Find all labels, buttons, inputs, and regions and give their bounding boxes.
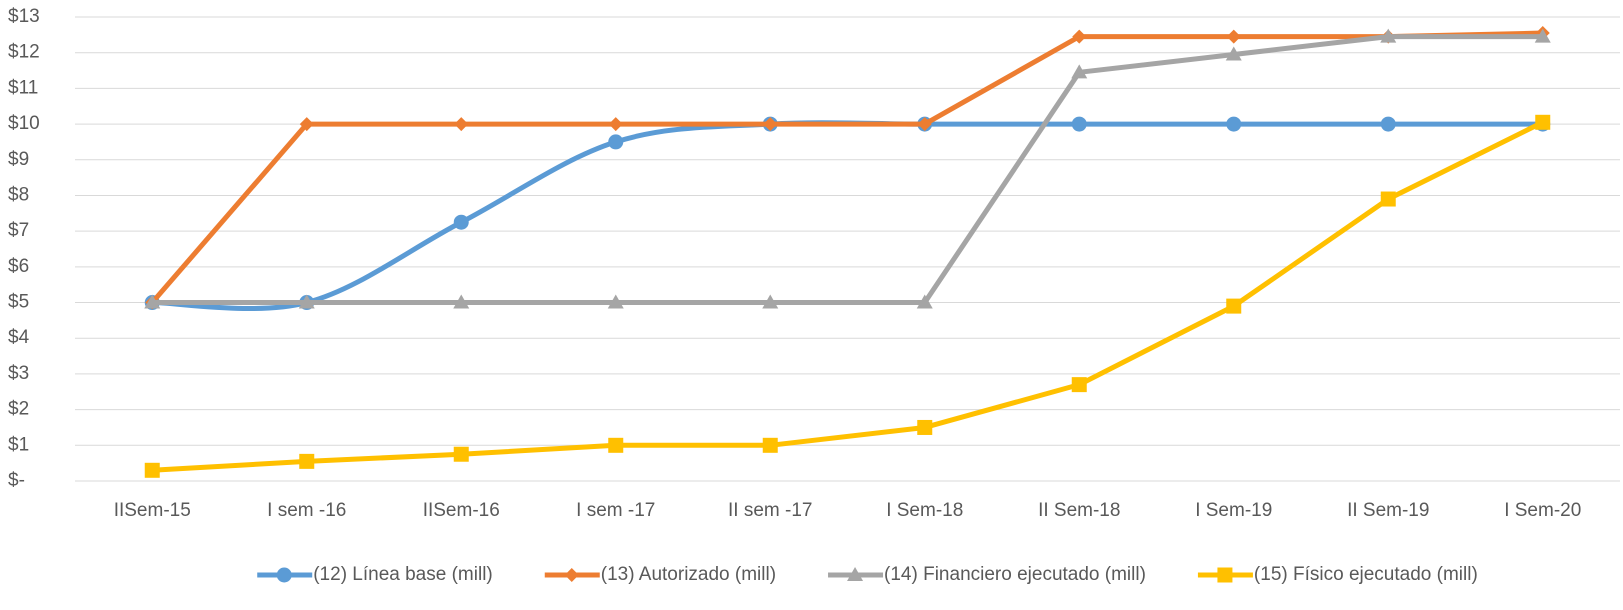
x-tick-label: I sem -17	[576, 500, 655, 521]
y-tick-label: $9	[8, 149, 29, 170]
marker	[1072, 29, 1087, 44]
series-line	[152, 120, 1544, 473]
marker	[762, 437, 778, 453]
marker	[847, 567, 864, 581]
marker	[917, 117, 932, 132]
y-tick-label: $11	[8, 77, 38, 98]
series-line	[152, 120, 1543, 311]
y-tick-label: $2	[8, 399, 29, 420]
x-tick-label: I Sem-20	[1504, 500, 1581, 521]
y-tick-label: $10	[8, 113, 40, 134]
marker	[1071, 116, 1087, 132]
x-tick-label: I Sem-19	[1195, 500, 1272, 521]
marker	[299, 453, 315, 469]
y-tick-label: $3	[8, 363, 29, 384]
marker	[608, 437, 624, 453]
x-tick-label: IISem-15	[114, 500, 191, 521]
legend-label: (14) Financiero ejecutado (mill)	[884, 564, 1146, 585]
y-tick-label: $4	[8, 327, 30, 348]
series-line	[152, 34, 1543, 306]
legend-label: (12) Línea base (mill)	[313, 564, 493, 585]
legend-label: (15) Físico ejecutado (mill)	[1254, 564, 1478, 585]
x-tick-label: I Sem-18	[886, 500, 963, 521]
x-tick-label: II Sem-19	[1347, 500, 1429, 521]
legend-label: (13) Autorizado (mill)	[601, 564, 776, 585]
y-tick-label: $8	[8, 184, 29, 205]
marker	[916, 294, 933, 309]
marker	[607, 294, 624, 309]
marker	[1217, 567, 1233, 583]
marker	[144, 294, 161, 309]
marker	[1071, 64, 1088, 79]
marker	[453, 294, 470, 309]
marker	[144, 462, 160, 478]
series-line	[150, 30, 1543, 305]
marker	[1380, 191, 1396, 207]
marker	[1534, 28, 1551, 43]
marker	[564, 568, 579, 582]
marker	[917, 419, 933, 435]
marker	[299, 117, 314, 132]
marker	[1226, 29, 1241, 44]
x-tick-label: II sem -17	[728, 500, 812, 521]
y-tick-label: $7	[8, 220, 29, 241]
y-tick-label: $12	[8, 42, 40, 63]
x-tick-label: II Sem-18	[1038, 500, 1120, 521]
y-tick-label: $1	[8, 434, 29, 455]
marker	[453, 446, 469, 462]
marker	[608, 134, 624, 150]
y-tick-label: $13	[8, 6, 40, 27]
y-tick-label: $-	[8, 470, 25, 491]
y-tick-label: $6	[8, 256, 29, 277]
marker	[1071, 377, 1087, 393]
marker	[1535, 114, 1551, 130]
y-tick-label: $5	[8, 292, 29, 313]
marker	[1380, 116, 1396, 132]
legend: (12) Línea base (mill) (13) Autorizado (m…	[257, 564, 1478, 585]
marker	[298, 294, 315, 309]
x-tick-label: IISem-16	[423, 500, 500, 521]
marker	[276, 567, 292, 583]
marker	[1380, 28, 1397, 43]
marker	[763, 117, 778, 132]
x-tick-label: I sem -16	[267, 500, 346, 521]
marker	[762, 294, 779, 309]
marker	[454, 117, 469, 132]
marker	[608, 117, 623, 132]
marker	[1226, 116, 1242, 132]
marker	[1225, 46, 1242, 61]
marker	[1226, 298, 1242, 314]
marker	[453, 214, 469, 230]
